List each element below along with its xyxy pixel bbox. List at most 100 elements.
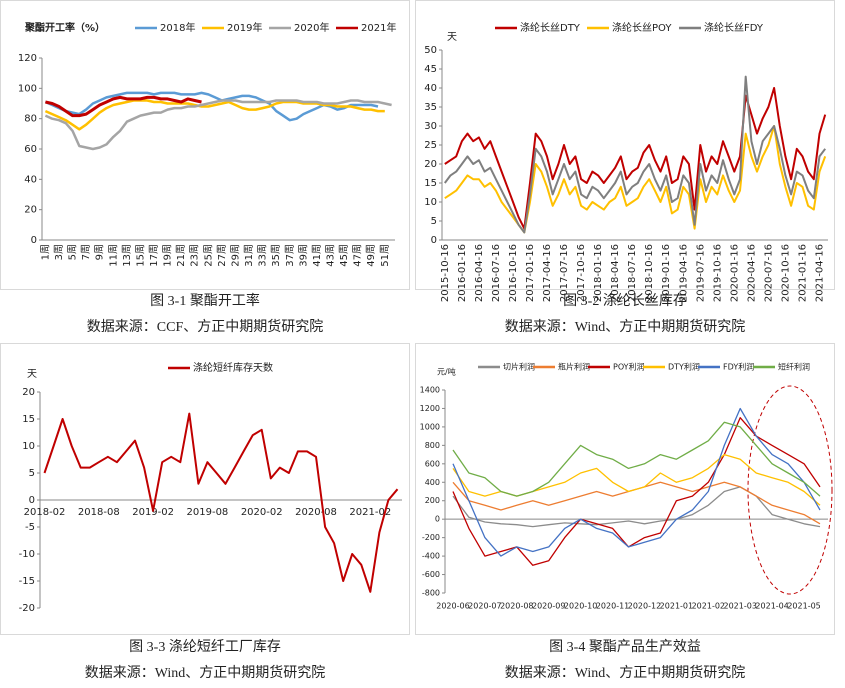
y-tick-label: -10 bbox=[19, 549, 35, 560]
x-tick-label: 2017-10-16 bbox=[576, 244, 587, 302]
x-tick-label: 2020-09 bbox=[532, 602, 565, 611]
y-axis-label: 天 bbox=[447, 32, 457, 43]
y-tick-label: 400 bbox=[425, 478, 440, 487]
x-tick-label: 23周 bbox=[189, 244, 201, 267]
y-tick-label: 800 bbox=[425, 441, 440, 450]
x-tick-label: 13周 bbox=[121, 244, 133, 267]
y-tick-label: -600 bbox=[422, 570, 440, 579]
y-tick-label: 5 bbox=[29, 468, 35, 479]
series-line bbox=[44, 99, 392, 151]
y-tick-label: 80 bbox=[24, 114, 37, 125]
x-tick-label: 2020-07-16 bbox=[763, 244, 774, 302]
legend-label: DTY利润 bbox=[668, 362, 700, 372]
x-tick-label: 1周 bbox=[39, 244, 51, 260]
x-tick-label: 2020-08 bbox=[295, 507, 337, 518]
x-tick-label: 2020-01-16 bbox=[729, 244, 740, 302]
x-tick-label: 29周 bbox=[229, 244, 241, 267]
x-tick-label: 2019-08 bbox=[187, 507, 229, 518]
x-tick-label: 2019-10-16 bbox=[712, 244, 723, 302]
panel bbox=[0, 0, 410, 290]
panel bbox=[415, 0, 835, 290]
x-tick-label: 39周 bbox=[297, 244, 309, 267]
x-tick-label: 33周 bbox=[257, 244, 269, 267]
series-line bbox=[452, 421, 821, 497]
x-tick-label: 2019-04-16 bbox=[678, 244, 689, 302]
legend-label: 涤纶短纤库存天数 bbox=[193, 361, 273, 374]
legend-label: FDY利润 bbox=[723, 362, 754, 372]
figure-caption: 图 3-2 涤纶长丝库存 bbox=[563, 293, 687, 309]
series-line bbox=[452, 453, 821, 506]
x-tick-label: 2018-07-16 bbox=[627, 244, 638, 302]
x-tick-label: 2021-01 bbox=[660, 602, 693, 611]
legend-label: 2021年 bbox=[361, 21, 396, 34]
figure-source: 数据来源：CCF、方正中期期货研究院 bbox=[87, 318, 323, 335]
y-tick-label: 0 bbox=[435, 515, 440, 524]
x-tick-label: 2018-08 bbox=[78, 507, 120, 518]
legend-label: POY利润 bbox=[613, 362, 645, 372]
y-tick-label: 20 bbox=[424, 159, 437, 170]
figure-caption: 图 3-4 聚酯产品生产效益 bbox=[549, 639, 701, 655]
x-tick-label: 7周 bbox=[80, 244, 92, 260]
legend-label: 瓶片利润 bbox=[558, 362, 590, 372]
x-tick-label: 2020-10-16 bbox=[780, 244, 791, 302]
x-tick-label: 3周 bbox=[53, 244, 65, 260]
y-tick-label: 15 bbox=[22, 414, 35, 425]
x-tick-label: 2020-10 bbox=[564, 602, 597, 611]
x-tick-label: 25周 bbox=[202, 244, 214, 267]
y-tick-label: 200 bbox=[425, 496, 440, 505]
y-tick-label: -200 bbox=[422, 533, 440, 542]
y-axis-label: 元/吨 bbox=[437, 367, 456, 377]
y-tick-label: 0 bbox=[431, 235, 437, 246]
y-tick-label: 25 bbox=[424, 140, 437, 151]
panel bbox=[0, 343, 410, 635]
x-tick-label: 51周 bbox=[379, 244, 391, 267]
highlight-ellipse bbox=[747, 385, 833, 595]
x-tick-label: 45周 bbox=[338, 244, 350, 267]
figure-caption: 图 3-3 涤纶短纤工厂库存 bbox=[129, 639, 281, 655]
y-tick-label: 10 bbox=[424, 197, 437, 208]
legend-label: 2020年 bbox=[294, 21, 329, 34]
x-tick-label: 31周 bbox=[243, 244, 255, 267]
series-line bbox=[444, 75, 826, 234]
y-tick-label: 100 bbox=[18, 83, 37, 94]
x-tick-label: 2018-02 bbox=[24, 507, 66, 518]
series-line bbox=[45, 95, 202, 118]
x-tick-label: 2021-01-16 bbox=[797, 244, 808, 302]
y-tick-label: -800 bbox=[422, 589, 440, 598]
series-line bbox=[44, 99, 385, 131]
y-tick-label: 30 bbox=[424, 121, 437, 132]
legend-label: 短纤利润 bbox=[778, 362, 810, 372]
x-tick-label: 9周 bbox=[94, 244, 106, 260]
x-tick-label: 43周 bbox=[325, 244, 337, 267]
y-tick-label: 40 bbox=[424, 83, 437, 94]
x-tick-label: 2021-03 bbox=[724, 602, 757, 611]
x-tick-label: 2019-07-16 bbox=[695, 244, 706, 302]
y-tick-label: -15 bbox=[19, 576, 35, 587]
x-tick-label: 2021-02 bbox=[349, 507, 391, 518]
series-line bbox=[444, 125, 827, 234]
x-tick-label: 2020-06 bbox=[436, 602, 469, 611]
x-tick-label: 2021-02 bbox=[692, 602, 725, 611]
x-tick-label: 2016-01-16 bbox=[457, 244, 468, 302]
x-tick-label: 2018-01-16 bbox=[593, 244, 604, 302]
x-tick-label: 2021-05 bbox=[787, 602, 820, 611]
legend-label: 涤纶长丝DTY bbox=[520, 21, 581, 34]
x-tick-label: 2021-04-16 bbox=[814, 244, 825, 302]
y-tick-label: 15 bbox=[424, 178, 437, 189]
y-tick-label: 120 bbox=[18, 53, 37, 64]
panel bbox=[415, 343, 835, 635]
y-axis-label: 天 bbox=[27, 369, 37, 380]
chart-title: 聚酯开工率（%） bbox=[24, 21, 105, 34]
y-tick-label: 60 bbox=[24, 144, 37, 155]
y-tick-label: 20 bbox=[22, 387, 35, 398]
x-tick-label: 19周 bbox=[162, 244, 174, 267]
x-tick-label: 2020-12 bbox=[628, 602, 661, 611]
x-tick-label: 5周 bbox=[67, 244, 79, 260]
x-tick-label: 2020-02 bbox=[241, 507, 283, 518]
x-tick-label: 2018-04-16 bbox=[610, 244, 621, 302]
y-tick-label: 10 bbox=[22, 441, 35, 452]
legend-label: 2018年 bbox=[160, 21, 195, 34]
series-line bbox=[452, 486, 821, 528]
y-tick-label: 45 bbox=[424, 64, 437, 75]
legend-label: 切片利润 bbox=[503, 362, 535, 372]
